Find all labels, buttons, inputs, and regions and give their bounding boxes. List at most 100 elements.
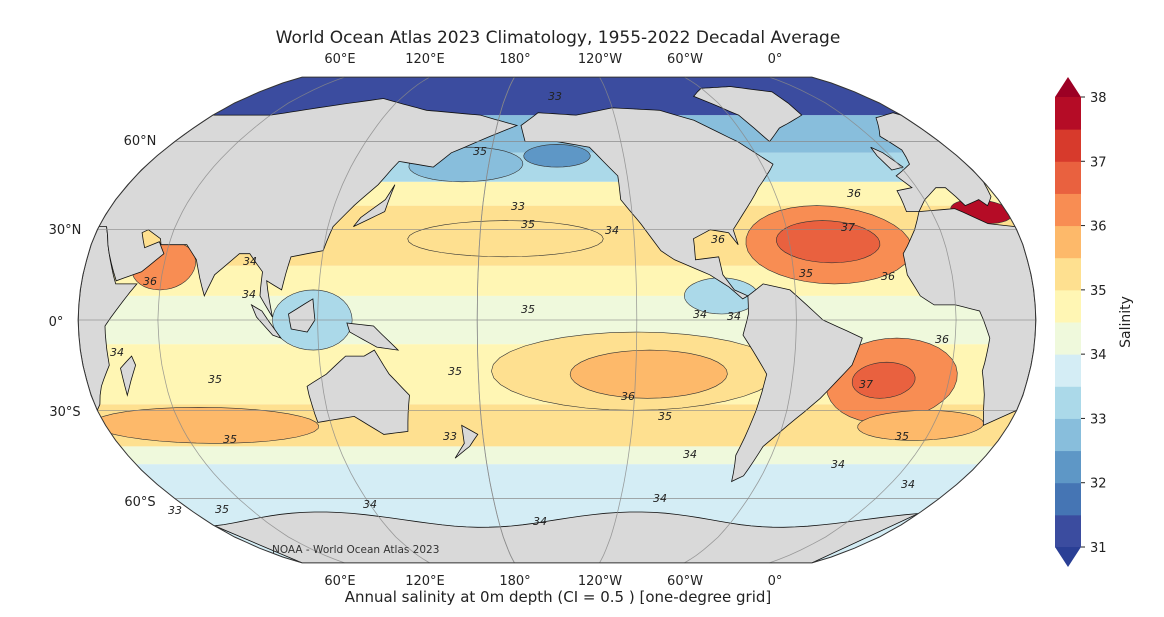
north-pacific-high [407, 220, 604, 258]
colorbar-bin [1055, 514, 1081, 548]
contour-label: 35 [215, 503, 229, 516]
asia-land [98, 98, 519, 318]
colorbar-bin [1055, 386, 1081, 419]
lat-label: 30°S [49, 405, 80, 420]
agulhas-high [857, 409, 985, 441]
colorbar-bin [1055, 161, 1081, 194]
colorbar-bin [1055, 482, 1081, 516]
chart-title: World Ocean Atlas 2023 Climatology, 1955… [275, 28, 841, 48]
lat-label: 0° [49, 315, 64, 330]
lat-label: 30°N [49, 223, 82, 238]
contour-label: 36 [711, 233, 725, 246]
lat-label: 60°N [124, 134, 157, 149]
top-lon-label: 180° [499, 52, 530, 67]
bottom-lon-label: 120°W [578, 574, 622, 589]
contour-label: 34 [653, 492, 667, 505]
contour-label: 36 [935, 333, 949, 346]
contour-label: 34 [110, 346, 124, 359]
contour-label: 34 [727, 310, 741, 323]
colorbar-tick-label: 35 [1090, 284, 1107, 299]
contour-label: 33 [443, 430, 457, 443]
colorbar-bin [1055, 193, 1081, 227]
colorbar-tick-label: 34 [1090, 348, 1107, 363]
colorbar-tick-label: 31 [1090, 541, 1107, 556]
uk-land [870, 146, 904, 171]
colorbar-extend-high [1055, 77, 1081, 97]
contour-label: 35 [521, 303, 535, 316]
meridian-line [157, 76, 345, 564]
bottom-lon-label: 120°E [405, 574, 445, 589]
contour-label: 37 [841, 221, 855, 234]
credit-text: NOAA - World Ocean Atlas 2023 [272, 544, 439, 556]
colorbar-extend-low [1055, 547, 1081, 567]
contour-label: 34 [683, 448, 697, 461]
antarctica-land [212, 511, 919, 563]
colorbar-bin [1055, 97, 1081, 130]
colorbar-bin [1055, 322, 1081, 355]
top-lon-label: 60°W [667, 52, 703, 67]
colorbar-tick-label: 33 [1090, 412, 1107, 427]
gulf-alaska-low [523, 144, 591, 168]
contour-label: 35 [799, 267, 813, 280]
contour-label: 35 [521, 218, 535, 231]
contour-label: 36 [621, 390, 635, 403]
colorbar-bin [1055, 257, 1081, 291]
greenland-land [692, 86, 803, 143]
top-lon-label: 0° [768, 52, 783, 67]
new-zealand-land [454, 424, 479, 459]
meridian-line [684, 76, 797, 564]
contour-label: 36 [143, 275, 157, 288]
meridian-line [317, 76, 430, 564]
contour-label: 34 [533, 515, 547, 528]
map-border [77, 76, 1037, 564]
contour-label: 34 [605, 224, 619, 237]
contour-label: 35 [658, 410, 672, 423]
colorbar: 31 32 33 34 35 36 37 38 Salinity [1055, 77, 1134, 567]
colorbar-tick-label: 36 [1090, 220, 1107, 235]
contour-label: 34 [901, 478, 915, 491]
colorbar-tick-label: 32 [1090, 477, 1107, 492]
colorbar-tick-label: 37 [1090, 155, 1107, 170]
bottom-lon-label: 60°E [324, 574, 355, 589]
contour-label: 33 [511, 200, 525, 213]
contour-label: 34 [363, 498, 377, 511]
colorbar-bin [1055, 418, 1081, 452]
north-america-land [520, 107, 774, 300]
contour-label: 36 [847, 187, 861, 200]
meridian-line [476, 76, 515, 564]
contour-label: 33 [548, 90, 562, 103]
colorbar-bin [1055, 129, 1081, 162]
contour-label: 35 [223, 433, 237, 446]
contour-label: 35 [895, 430, 909, 443]
contour-label: 35 [448, 365, 462, 378]
australia-land [306, 349, 410, 435]
bottom-lon-label: 60°W [667, 574, 703, 589]
colorbar-bin [1055, 450, 1081, 484]
contour-label: 34 [243, 255, 257, 268]
meridian-line [769, 76, 957, 564]
top-lon-label: 60°E [324, 52, 355, 67]
contour-label: 35 [208, 373, 222, 386]
colorbar-bin [1055, 289, 1081, 323]
top-lon-label: 120°W [578, 52, 622, 67]
gridlines [78, 76, 1036, 564]
new-guinea-land [346, 322, 400, 351]
salinity-band [120, 446, 994, 465]
contour-label: 36 [881, 270, 895, 283]
south-atlantic-core [851, 361, 916, 399]
x-axis-label: Annual salinity at 0m depth (CI = 0.5 ) … [344, 588, 772, 606]
colorbar-bin [1055, 354, 1081, 387]
contour-label: 34 [831, 458, 845, 471]
meridian-line [599, 76, 638, 564]
south-america-land [731, 283, 863, 483]
sumatra-land [250, 303, 282, 339]
north-atlantic-core [776, 220, 881, 264]
colorbar-tick-label: 38 [1090, 91, 1107, 106]
contour-label: 35 [473, 145, 487, 158]
colorbar-bin [1055, 225, 1081, 259]
top-lon-label: 120°E [405, 52, 445, 67]
madagascar-land [120, 355, 137, 397]
contour-label: 33 [168, 504, 182, 517]
japan-land [353, 184, 396, 227]
